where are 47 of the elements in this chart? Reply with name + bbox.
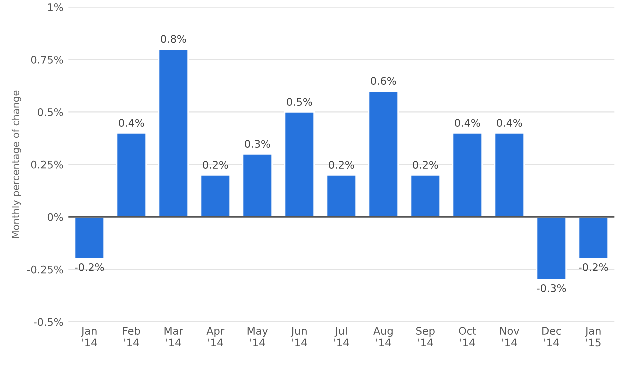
x-tick-label: Sep '14 <box>416 327 435 347</box>
bar <box>578 216 610 260</box>
data-label: -0.3% <box>537 284 566 292</box>
x-tick-label: Aug '14 <box>374 327 393 347</box>
x-tick-label: Nov '14 <box>500 327 520 347</box>
bar <box>158 48 190 218</box>
x-tick-label: Mar '14 <box>164 327 184 347</box>
bar <box>368 90 400 218</box>
x-tick-label: Jan '15 <box>585 327 601 347</box>
data-label: 0.3% <box>245 140 270 148</box>
x-tick-label: Jan '14 <box>81 327 98 347</box>
data-label: 0.4% <box>119 119 144 128</box>
y-tick-label: -0.25% <box>27 266 64 274</box>
y-tick-label: 0.5% <box>38 108 64 116</box>
x-tick-label: Apr '14 <box>206 327 225 347</box>
data-label: 0.8% <box>161 35 186 44</box>
y-tick-label: 0.75% <box>31 56 64 64</box>
data-label: 0.4% <box>455 119 480 128</box>
y-axis-title: Monthly percentage of change <box>12 90 22 238</box>
x-tick-label: May '14 <box>248 327 268 347</box>
data-label: 0.5% <box>287 98 312 106</box>
x-tick-label: Feb '14 <box>123 326 140 347</box>
bar <box>116 132 148 218</box>
bar <box>284 112 316 218</box>
bar <box>536 216 568 281</box>
x-tick-label: Jul '14 <box>334 326 350 347</box>
data-label: 0.2% <box>329 161 354 170</box>
bar <box>452 132 484 218</box>
data-label: 0.6% <box>371 77 396 86</box>
data-label: -0.2% <box>579 263 608 272</box>
x-tick-label: Dec '14 <box>542 327 562 347</box>
x-tick-label: Jun '14 <box>290 327 308 347</box>
data-label: 0.2% <box>203 161 228 170</box>
data-label: 0.4% <box>497 119 522 128</box>
y-tick-label: -0.5% <box>34 318 64 326</box>
bar <box>200 174 232 218</box>
data-label: -0.2% <box>75 263 104 272</box>
x-tick-label: Oct '14 <box>459 327 476 347</box>
bar <box>326 174 358 218</box>
bar <box>74 216 106 260</box>
bar <box>410 174 442 218</box>
data-label: 0.2% <box>413 161 438 170</box>
y-tick-label: 0.25% <box>31 160 64 169</box>
bar <box>242 154 274 218</box>
bar <box>494 132 526 218</box>
y-tick-label: 0% <box>48 213 64 222</box>
y-tick-label: 1% <box>48 4 64 12</box>
